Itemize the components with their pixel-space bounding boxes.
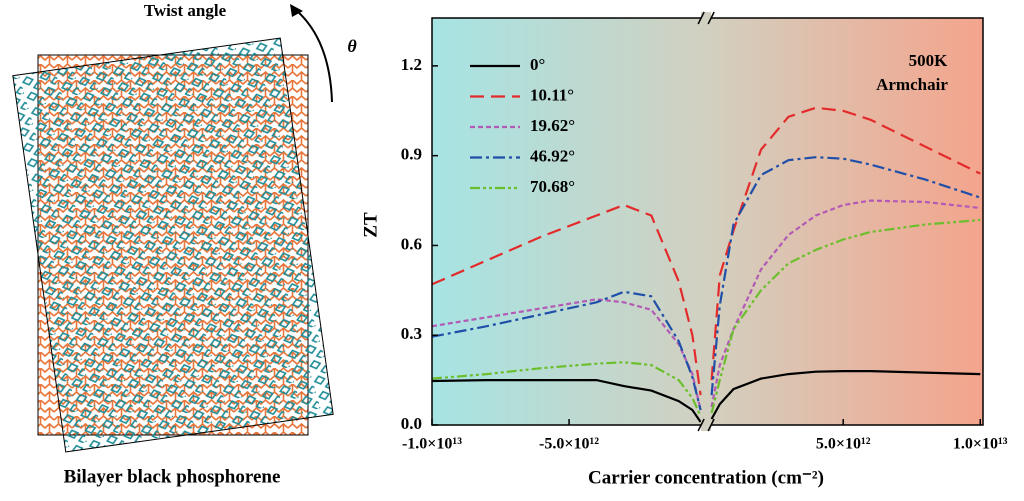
legend-label: 19.62° xyxy=(530,116,575,135)
series-line xyxy=(431,203,702,396)
rotation-arrow xyxy=(295,9,333,103)
legend-label: 0° xyxy=(530,55,545,74)
y-axis-title: ZT xyxy=(360,212,381,238)
series-line xyxy=(710,106,981,381)
illustration: Twist angle θ Bilayer black phosphorene xyxy=(12,1,357,487)
x-tick-label: -1.0×10¹³ xyxy=(402,436,462,453)
x-tick-label: 1.0×10¹³ xyxy=(953,436,1008,453)
legend-label: 46.92° xyxy=(530,146,575,165)
series-line xyxy=(431,290,702,411)
series-line xyxy=(710,370,981,420)
x-tick-label: -5.0×10¹² xyxy=(539,436,599,453)
y-tick-label: 0.9 xyxy=(401,145,422,164)
legend-label: 70.68° xyxy=(530,177,575,196)
annotation: Armchair xyxy=(876,75,948,94)
y-tick-label: 0.0 xyxy=(401,414,422,433)
illustration-title: Twist angle xyxy=(144,1,227,20)
arrow-head xyxy=(290,4,303,17)
annotation: 500K xyxy=(909,51,949,70)
axis-break xyxy=(697,11,715,25)
series-line xyxy=(710,156,981,396)
x-axis-title: Carrier concentration (cm⁻²) xyxy=(588,467,824,488)
illustration-caption: Bilayer black phosphorene xyxy=(64,466,281,487)
x-tick-label: 5.0×10¹² xyxy=(816,436,871,453)
axis-break-gap xyxy=(701,12,712,24)
series-line xyxy=(431,379,702,423)
y-tick-label: 0.6 xyxy=(401,234,422,253)
y-tick-label: 1.2 xyxy=(401,55,422,74)
top-layer xyxy=(12,37,334,453)
series-line xyxy=(710,218,981,414)
theta-symbol: θ xyxy=(347,36,357,56)
axis-break-gap xyxy=(701,419,712,431)
plot-background xyxy=(432,18,983,425)
legend-label: 10.11° xyxy=(530,85,574,104)
y-tick-label: 0.3 xyxy=(401,324,422,343)
plot xyxy=(431,106,981,423)
axis-break xyxy=(697,418,715,432)
